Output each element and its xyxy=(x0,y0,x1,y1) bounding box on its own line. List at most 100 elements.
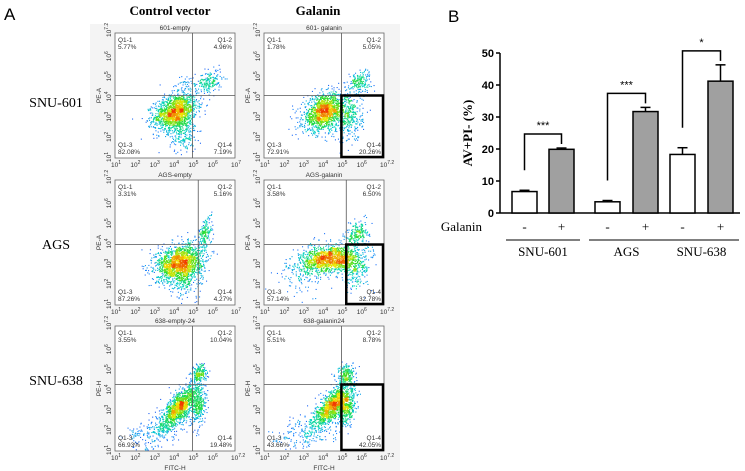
x-tick-label: 103 xyxy=(150,453,160,462)
quadrant-q1-label: Q1-1 xyxy=(118,184,133,191)
y-tick-label: 50 xyxy=(482,48,494,60)
panel-b-label: B xyxy=(448,7,459,26)
significance-label: *** xyxy=(537,120,551,132)
x-tick-label: 107 xyxy=(231,307,241,316)
y-axis-label: PE-H xyxy=(96,380,103,396)
y-tick-label: 101 xyxy=(104,299,113,309)
highlight-box-q4 xyxy=(345,243,385,306)
quadrant-q4-label: Q1-4 xyxy=(218,289,233,296)
quadrant-q3-label: Q1-3 xyxy=(118,435,133,442)
flow-plot: 638-galanin24 Q1-15.51% Q1-28.78% Q1-343.66… xyxy=(245,316,394,471)
significance-label: *** xyxy=(620,79,634,91)
bar xyxy=(548,148,575,214)
y-tick-label: 106 xyxy=(253,51,262,61)
bar xyxy=(511,190,538,214)
x-tick-label: 101 xyxy=(111,160,121,169)
x-tick-label: 106 xyxy=(208,453,218,462)
quadrant-q4-label: Q1-4 xyxy=(367,142,382,149)
category-label: + xyxy=(642,219,649,234)
y-tick-label: 103 xyxy=(253,111,262,121)
quadrant-q1-value: 3.58% xyxy=(267,191,286,198)
density-points xyxy=(141,211,218,304)
plot-area xyxy=(114,325,236,452)
x-tick-label: 103 xyxy=(299,453,309,462)
quadrant-q3-label: Q1-3 xyxy=(118,289,133,296)
quadrant-q4-label: Q1-4 xyxy=(367,435,382,442)
quadrant-q4-label: Q1-4 xyxy=(367,289,382,296)
plot-title: 638-empty-24 xyxy=(155,318,195,325)
y-axis-label: AV+PI- (%) xyxy=(460,100,475,167)
group-label: SNU-638 xyxy=(677,244,727,259)
y-axis-label: PE-H xyxy=(245,380,252,396)
x-tick-label: 106 xyxy=(208,160,218,169)
quadrant-q3-value: 43.66% xyxy=(267,442,289,449)
x-tick-label: 104 xyxy=(318,307,328,316)
x-tick-label: 106 xyxy=(357,453,367,462)
quadrant-q3-value: 72.91% xyxy=(267,149,289,156)
quadrant-q1-label: Q1-1 xyxy=(267,37,282,44)
x-tick-label: 107 xyxy=(231,160,241,169)
x-tick-label: 102 xyxy=(130,307,140,316)
y-tick-label: 106 xyxy=(104,51,113,61)
row-label-ags: AGS xyxy=(42,238,70,253)
quadrant-q1-label: Q1-1 xyxy=(118,330,133,337)
x-tick-label: 105 xyxy=(337,453,347,462)
quadrant-q4-value: 42.05% xyxy=(359,442,381,449)
bar-chart: 0 10 20 30 40 50 AV+PI- (%) - + - + - + Galanin SNU-60… xyxy=(441,37,740,259)
y-tick-label: 102 xyxy=(104,279,113,289)
x-tick-label: 102 xyxy=(130,453,140,462)
y-axis-label: PE-A xyxy=(245,87,252,103)
density-points xyxy=(119,363,211,451)
category-label: - xyxy=(680,219,684,234)
quadrant-q1-value: 3.31% xyxy=(118,191,137,198)
y-tick-label: 107.2 xyxy=(253,170,262,184)
x-tick-label: 103 xyxy=(299,307,309,316)
flow-cytometry-plots: 601-emptyQ1-15.77%Q1-24.96%Q1-382.08%Q1-… xyxy=(96,23,394,471)
x-tick-label: 104 xyxy=(169,160,179,169)
flow-plot: 601- galanin Q1-11.78% Q1-25.05% Q1-372.91%… xyxy=(245,23,394,169)
y-tick-label: 102 xyxy=(104,132,113,142)
plot-title: 601-empty xyxy=(160,25,191,32)
y-tick-label: 102 xyxy=(253,425,262,435)
y-tick-label: 107.2 xyxy=(104,316,113,330)
x-tick-label: 102 xyxy=(279,160,289,169)
quadrant-q2-value: 4.96% xyxy=(214,44,233,51)
y-tick-label: 106 xyxy=(253,344,262,354)
x-tick-label: 107.2 xyxy=(380,307,394,316)
plot-title: 601- galanin xyxy=(306,25,342,32)
x-tick-label: 101 xyxy=(111,453,121,462)
y-tick-label: 107.2 xyxy=(253,23,262,37)
quadrant-q2-value: 5.16% xyxy=(214,191,233,198)
group-label: AGS xyxy=(613,244,639,259)
quadrant-q3-label: Q1-3 xyxy=(267,142,282,149)
x-tick-label: 107.2 xyxy=(380,453,394,462)
category-label: - xyxy=(522,219,526,234)
y-axis-label: PE-A xyxy=(96,87,103,103)
quadrant-q1-value: 5.51% xyxy=(267,337,286,344)
plot-area xyxy=(114,179,236,306)
y-tick-label: 105 xyxy=(104,71,113,81)
significance-bracket xyxy=(523,133,563,171)
y-tick-label: 102 xyxy=(253,132,262,142)
quadrant-q2-label: Q1-2 xyxy=(218,184,233,191)
flow-plot: AGS-empty Q1-13.31% Q1-25.16% Q1-387.26% Q1-… xyxy=(96,170,241,316)
quadrant-q4-value: 20.26% xyxy=(359,149,381,156)
category-label: + xyxy=(717,219,724,234)
row-label-snu601: SNU-601 xyxy=(29,96,83,111)
quadrant-q1-value: 1.78% xyxy=(267,44,286,51)
quadrant-q3-value: 57.14% xyxy=(267,296,289,303)
quadrant-q1-value: 5.77% xyxy=(118,44,137,51)
flow-plot: AGS-galanin Q1-13.58% Q1-26.50% Q1-357.14% Q… xyxy=(245,170,394,316)
y-tick-label: 107.2 xyxy=(104,170,113,184)
x-tick-label: 101 xyxy=(260,160,270,169)
x-tick-label: 103 xyxy=(150,160,160,169)
y-tick-label: 104 xyxy=(253,238,262,248)
quadrant-q2-value: 6.50% xyxy=(363,191,382,198)
bar xyxy=(594,201,621,214)
x-tick-label: 101 xyxy=(111,307,121,316)
quadrant-q3-label: Q1-3 xyxy=(267,435,282,442)
x-tick-label: 103 xyxy=(150,307,160,316)
row-label-snu638: SNU-638 xyxy=(29,374,83,389)
x-tick-label: 104 xyxy=(169,307,179,316)
